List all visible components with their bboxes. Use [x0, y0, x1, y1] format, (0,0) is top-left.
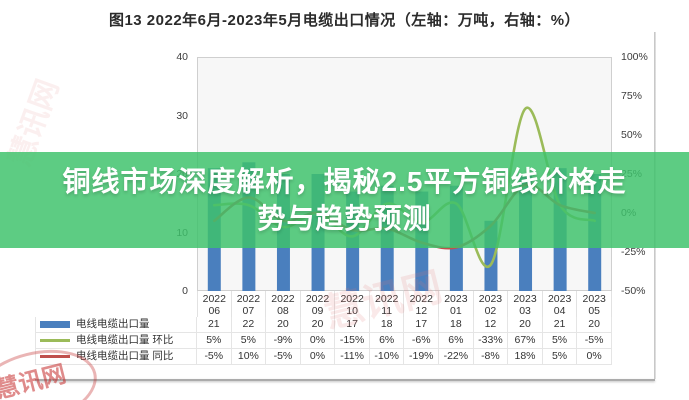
table-value-cell: -15%: [335, 333, 370, 349]
table-value-cell: 5%: [542, 349, 578, 365]
table-value-cell: 21: [197, 317, 232, 333]
x-axis-category: 2023 03: [508, 291, 543, 318]
table-value-cell: 20: [577, 317, 612, 333]
axis-tick-label: 50%: [621, 129, 643, 141]
table-value-cell: 10%: [231, 349, 267, 365]
legend-line-swatch: [40, 355, 70, 358]
table-value-cell: -33%: [473, 333, 509, 349]
x-axis-category: 2023 02: [473, 291, 509, 318]
table-value-cell: 20: [300, 317, 336, 333]
x-axis-category: 2022 06: [197, 291, 232, 318]
table-value-cell: -6%: [404, 333, 440, 349]
x-axis-category: 2022 11: [369, 291, 405, 318]
table-value-cell: -19%: [404, 349, 440, 365]
legend-cell: 电线电缆出口量 环比: [35, 333, 197, 349]
legend-bar-swatch: [40, 321, 70, 328]
axis-tick-label: -25%: [621, 246, 646, 258]
x-axis-labels: 2022 06 2022 07 2022 08 2022 09 2022 10 2022 11 2022…: [197, 291, 612, 318]
x-axis-category: 2023 05: [577, 291, 612, 318]
table-value-cell: 5%: [542, 333, 578, 349]
table-value-cell: -5%: [197, 349, 232, 365]
table-value-cell: -8%: [473, 349, 509, 365]
chart-title: 图13 2022年6月-2023年5月电缆出口情况（左轴：万吨，右轴：%）: [108, 12, 581, 29]
table-value-cell: 0%: [300, 349, 336, 365]
promo-banner: 铜线市场深度解析，揭秘2.5平方铜线价格走 势与趋势预测: [0, 152, 689, 248]
table-value-cell: 20: [266, 317, 301, 333]
x-axis-category: 2022 08: [266, 291, 301, 318]
legend-label: 电线电缆出口量: [76, 318, 150, 330]
table-value-cell: 18: [369, 317, 405, 333]
table-value-cell: -9%: [266, 333, 301, 349]
table-value-cell: 18: [439, 317, 474, 333]
legend-label: 电线电缆出口量 同比: [76, 350, 174, 362]
table-value-cell: 17: [335, 317, 370, 333]
axis-tick-label: 40: [176, 51, 188, 63]
bottom-divider-line: [35, 379, 655, 381]
table-value-cell: -10%: [369, 349, 405, 365]
table-value-cell: -5%: [266, 349, 301, 365]
table-value-cell: 22: [231, 317, 267, 333]
legend-label: 电线电缆出口量 环比: [76, 334, 174, 346]
banner-text-line1: 铜线市场深度解析，揭秘2.5平方铜线价格走: [62, 166, 627, 197]
x-axis-category: 2022 10: [335, 291, 370, 318]
table-value-cell: -5%: [577, 333, 612, 349]
x-axis-category: 2022 12: [404, 291, 440, 318]
x-axis-category: 2022 07: [231, 291, 267, 318]
legend-line-swatch: [40, 339, 70, 342]
table-value-cell: 0%: [300, 333, 336, 349]
legend-cell: 电线电缆出口量: [35, 317, 197, 333]
table-value-cell: 5%: [231, 333, 267, 349]
table-value-cell: -22%: [439, 349, 474, 365]
table-value-cell: 21: [542, 317, 578, 333]
table-value-cell: 6%: [439, 333, 474, 349]
table-value-cell: 20: [508, 317, 543, 333]
table-value-cell: 67%: [508, 333, 543, 349]
table-value-cell: 12: [473, 317, 509, 333]
table-value-cell: 6%: [369, 333, 405, 349]
table-value-cell: 0%: [577, 349, 612, 365]
x-axis-category: 2023 01: [439, 291, 474, 318]
x-axis-category: 2023 04: [542, 291, 578, 318]
axis-tick-label: -50%: [621, 285, 646, 297]
table-value-cell: 18%: [508, 349, 543, 365]
axis-tick-label: 75%: [621, 90, 643, 102]
axis-tick-label: 0: [182, 285, 188, 297]
table-value-cell: 5%: [197, 333, 232, 349]
table-value-cell: 17: [404, 317, 440, 333]
table-value-cell: -11%: [335, 349, 370, 365]
legend-cell: 电线电缆出口量 同比: [35, 349, 197, 365]
x-axis-category: 2022 09: [300, 291, 336, 318]
banner-text-line2: 势与趋势预测: [257, 203, 432, 234]
data-table: 电线电缆出口量 21 22 20 20 17 18 17 18 12 20 21 20 电线电缆出口量 环…: [35, 317, 612, 365]
axis-tick-label: 30: [176, 109, 188, 122]
axis-tick-label: 100%: [621, 51, 648, 63]
